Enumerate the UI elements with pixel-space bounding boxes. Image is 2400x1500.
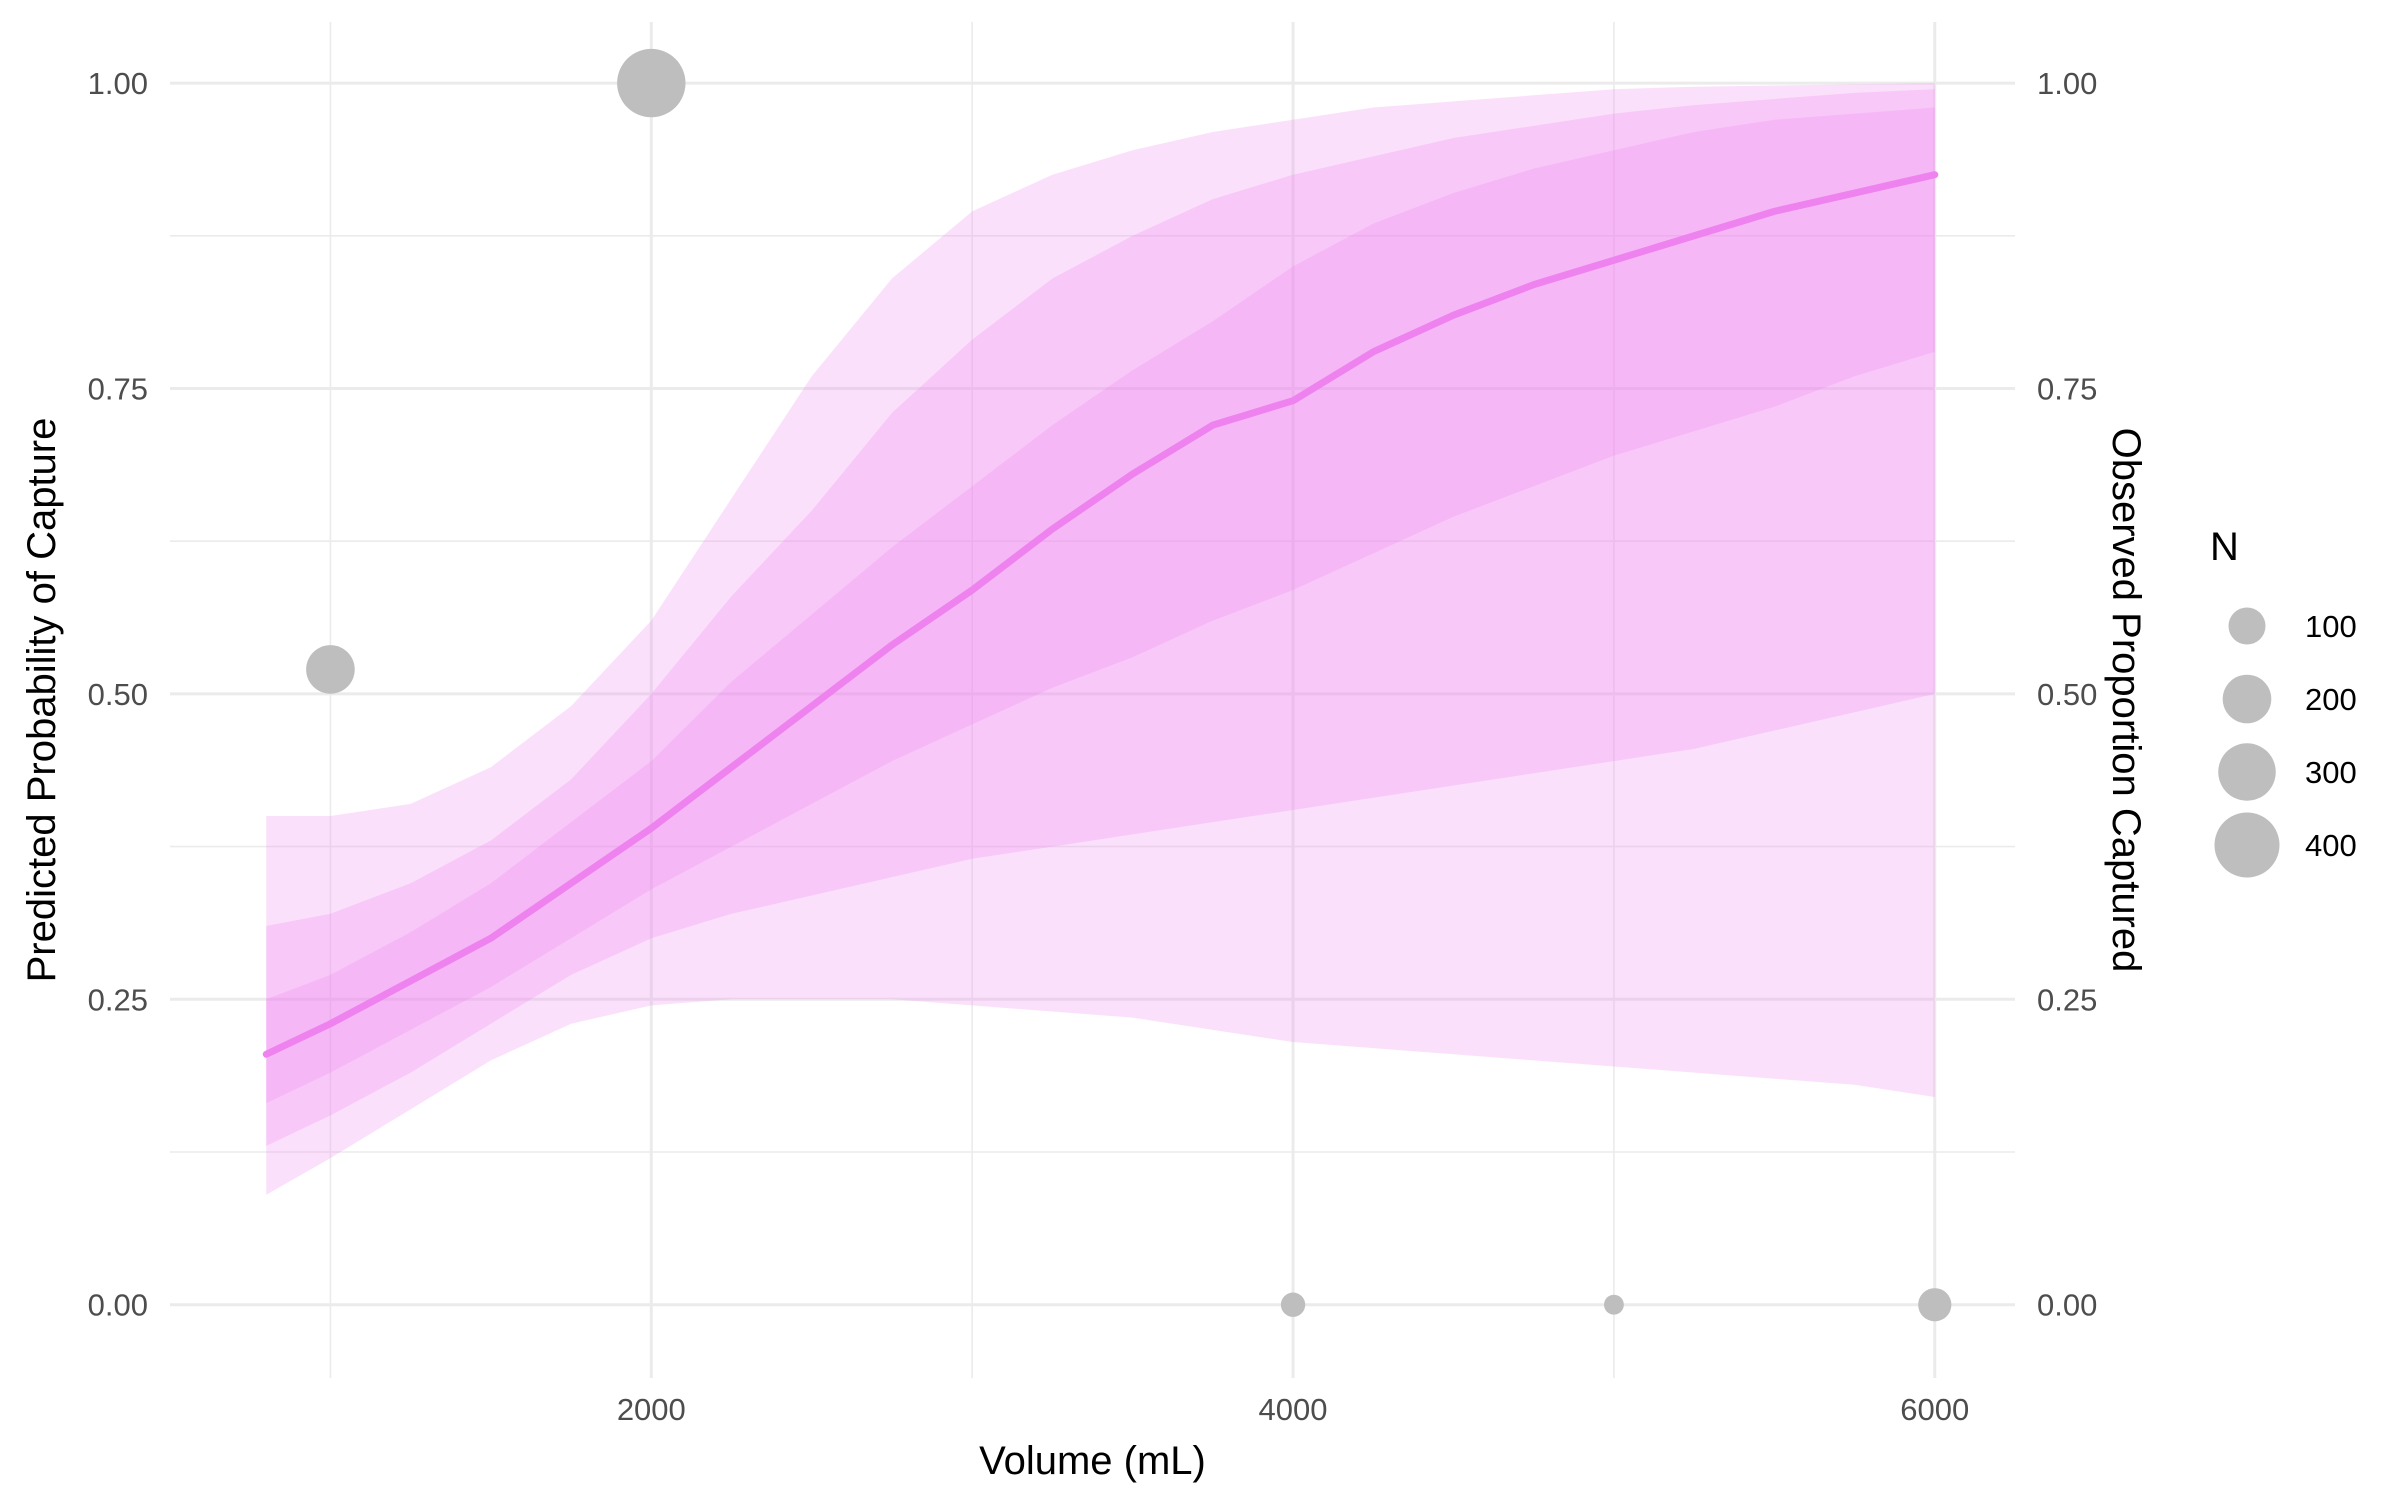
y-tick-label: 0.00: [88, 1288, 148, 1323]
prediction-line-group: [262, 171, 1939, 1058]
observed-point: [306, 645, 355, 694]
grid-lines: [170, 22, 2015, 1378]
prediction-line: [262, 171, 1939, 1058]
ribbon-outer: [266, 83, 1935, 1195]
y-right-tick-label: 0.50: [2037, 677, 2097, 712]
y-tick-label: 0.75: [88, 371, 148, 406]
y-right-tick-label: 1.00: [2037, 66, 2097, 101]
y-tick-label: 0.50: [88, 677, 148, 712]
x-axis-title: Volume (mL): [979, 1439, 1206, 1483]
axis-ticks: 0.00 0.00 0.25 0.25 0.50 0.50 0.75 0.75 1.00 1.00…: [88, 66, 2098, 1427]
legend-label: 200: [2305, 682, 2357, 717]
x-tick-label: 4000: [1259, 1392, 1328, 1427]
credible-ribbons: [266, 83, 1935, 1195]
y-tick-label: 0.25: [88, 982, 148, 1017]
observed-point: [1280, 1292, 1306, 1317]
legend-size-key: [2214, 812, 2280, 878]
legend-size-key: [2228, 607, 2266, 645]
y-axis-title: Predicted Probability of Capture: [20, 418, 64, 983]
legend-size: N 100 200 300 400: [2210, 525, 2357, 878]
y-right-tick-label: 0.25: [2037, 982, 2097, 1017]
observed-point: [1918, 1288, 1952, 1322]
x-tick-label: 6000: [1900, 1392, 1969, 1427]
y-axis-right-title: Observed Proportion Captured: [2104, 428, 2148, 973]
legend-size-key: [2218, 743, 2276, 801]
legend-label: 100: [2305, 609, 2357, 644]
legend-title: N: [2210, 525, 2239, 569]
y-right-tick-label: 0.00: [2037, 1288, 2097, 1323]
y-tick-label: 1.00: [88, 66, 148, 101]
legend-label: 400: [2305, 828, 2357, 863]
observed-point: [617, 48, 686, 118]
legend-label: 300: [2305, 755, 2357, 790]
observed-points: [306, 48, 1952, 1322]
ribbon-middle: [266, 89, 1935, 1146]
x-tick-label: 2000: [617, 1392, 686, 1427]
y-right-tick-label: 0.75: [2037, 371, 2097, 406]
ribbon-inner: [266, 107, 1935, 1104]
legend-entries: 100 200 300 400: [2214, 607, 2357, 878]
observed-point: [1603, 1294, 1624, 1315]
legend-size-key: [2222, 674, 2272, 724]
